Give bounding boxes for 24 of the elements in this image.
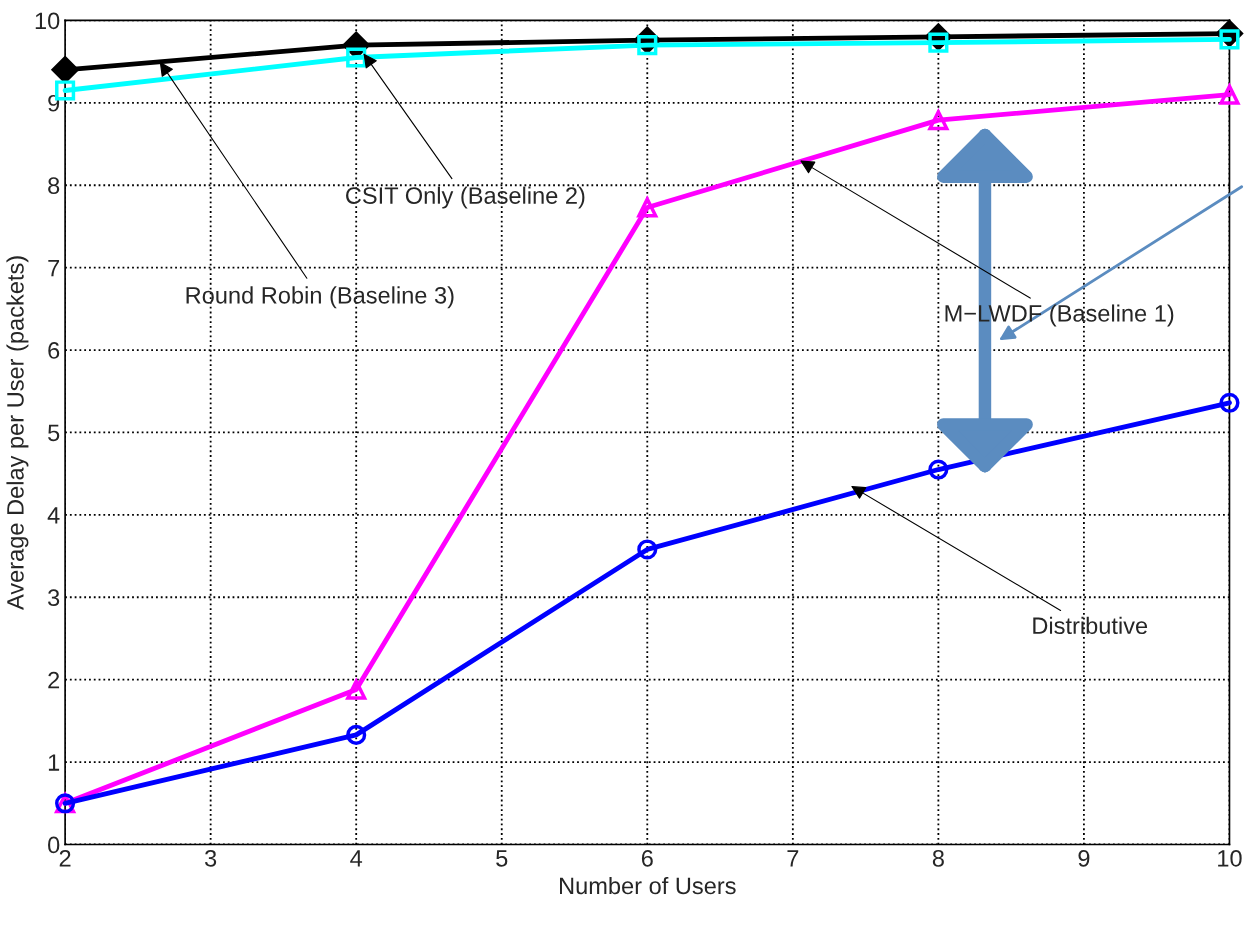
x-tick-label: 4 — [350, 850, 363, 867]
x-tick-label: 8 — [932, 849, 944, 867]
annotation: Distributive — [1033, 616, 1148, 635]
y-tick-label: 6 — [48, 342, 60, 359]
annotation: CSIT Only (Baseline 2) — [346, 186, 585, 209]
y-axis-title: Average Delay per User (packets) — [6, 256, 29, 610]
x-tick-label: 7 — [787, 850, 799, 867]
y-tick-label: 10 — [35, 12, 60, 30]
annotation: Round Robin (Baseline 3) — [186, 286, 454, 309]
y-tick-label: 0 — [48, 836, 60, 854]
x-tick-label: 6 — [641, 849, 653, 867]
y-tick-label: 5 — [48, 424, 60, 442]
x-axis-title: Number of Users — [560, 876, 736, 895]
y-tick-label: 7 — [48, 259, 60, 277]
x-tick-label: 9 — [1078, 849, 1090, 867]
y-tick-label: 4 — [47, 507, 60, 524]
x-tick-label: 3 — [204, 849, 217, 867]
y-tick-label: 3 — [48, 589, 60, 607]
y-tick-label: 2 — [48, 671, 60, 689]
y-tick-label: 8 — [48, 177, 60, 195]
x-tick-label: 5 — [496, 850, 508, 867]
x-tick-label: 10 — [1218, 849, 1242, 867]
y-tick-label: 1 — [48, 754, 60, 771]
x-tick-label: 2 — [59, 849, 71, 867]
